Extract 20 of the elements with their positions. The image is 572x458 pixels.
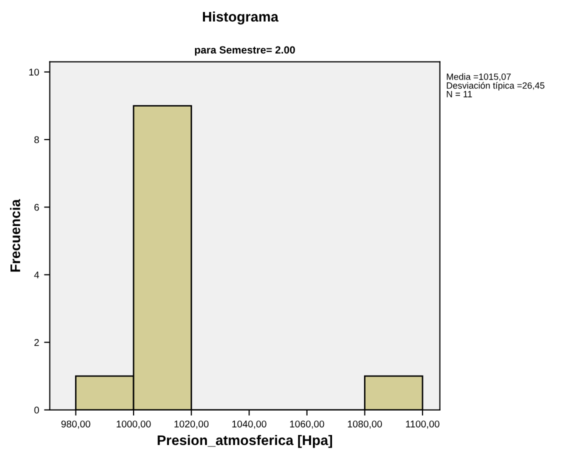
x-tick-label: 1040,00 [232,420,266,429]
y-tick-label: 2 [34,339,39,346]
text: N = 11 [446,91,472,98]
y-axis-title: Frecuencia [10,199,20,272]
x-axis-title: Presion_atmosferica [Hpa] [158,434,332,448]
chart-title: Histograma [202,11,279,24]
x-tick-label: 1020,00 [174,420,209,429]
x-tick-label: 1060,00 [290,420,324,429]
y-tick-label: 0 [34,406,39,414]
x-tick-label: 1000,00 [116,420,151,429]
x-tick-label: 1080,00 [348,420,382,429]
chart-subtitle: para Semestre= 2.00 [194,46,295,56]
x-tick-label: 1100,00 [406,420,440,429]
y-tick-label: 8 [34,136,39,144]
text: Media =1015,07 [446,73,511,81]
x-tick-label: 980,00 [61,420,90,429]
text: Desviación típica =26,45 [446,82,544,91]
y-tick-label: 4 [34,272,40,278]
y-tick-label: 6 [34,204,39,211]
y-tick-label: 10 [29,68,39,76]
